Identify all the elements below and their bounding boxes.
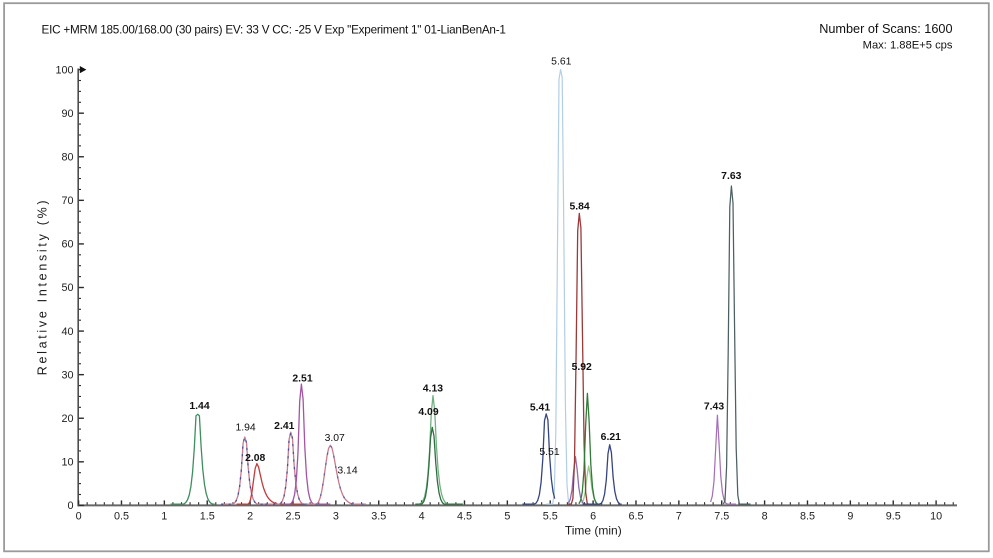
svg-text:70: 70	[61, 195, 73, 207]
svg-text:1.94: 1.94	[235, 423, 255, 434]
svg-text:1: 1	[161, 510, 167, 522]
svg-text:6.5: 6.5	[628, 510, 643, 522]
svg-text:60: 60	[61, 239, 73, 251]
svg-text:4.13: 4.13	[423, 384, 443, 395]
svg-text:Max: 1.88E+5 cps: Max: 1.88E+5 cps	[863, 40, 953, 52]
svg-text:5.5: 5.5	[543, 510, 558, 522]
svg-text:4.09: 4.09	[418, 407, 438, 418]
svg-text:100: 100	[55, 64, 73, 76]
svg-text:0: 0	[67, 500, 73, 512]
svg-text:Relative Intensity (%): Relative Intensity (%)	[36, 198, 50, 376]
svg-text:50: 50	[61, 282, 73, 294]
svg-text:3.5: 3.5	[371, 510, 386, 522]
svg-text:5: 5	[504, 510, 510, 522]
svg-text:7: 7	[676, 510, 682, 522]
svg-text:30: 30	[61, 369, 73, 381]
svg-text:1.44: 1.44	[189, 401, 209, 412]
svg-text:1.5: 1.5	[200, 510, 215, 522]
svg-text:6: 6	[590, 510, 596, 522]
svg-text:10: 10	[61, 457, 73, 469]
svg-text:2.08: 2.08	[245, 453, 265, 464]
svg-text:90: 90	[61, 108, 73, 120]
svg-text:3: 3	[333, 510, 339, 522]
svg-text:2.5: 2.5	[285, 510, 300, 522]
svg-text:7.63: 7.63	[721, 171, 741, 182]
svg-text:2: 2	[247, 510, 253, 522]
svg-text:2.41: 2.41	[274, 421, 294, 432]
svg-text:40: 40	[61, 326, 73, 338]
svg-text:Time (min): Time (min)	[565, 523, 622, 537]
svg-text:4: 4	[419, 510, 425, 522]
svg-text:Number of Scans: 1600: Number of Scans: 1600	[819, 22, 952, 36]
svg-text:80: 80	[61, 152, 73, 164]
svg-text:6.21: 6.21	[601, 432, 621, 443]
svg-text:8: 8	[762, 510, 768, 522]
svg-text:10: 10	[930, 510, 942, 522]
svg-text:EIC +MRM 185.00/168.00 (30 pai: EIC +MRM 185.00/168.00 (30 pairs) EV: 33…	[42, 24, 506, 37]
svg-text:5.92: 5.92	[572, 362, 592, 373]
svg-text:5.61: 5.61	[551, 57, 571, 68]
svg-text:9.5: 9.5	[886, 510, 901, 522]
svg-text:5.41: 5.41	[530, 403, 550, 414]
svg-text:3.07: 3.07	[325, 433, 345, 444]
svg-text:7.43: 7.43	[704, 401, 724, 412]
svg-text:0.5: 0.5	[114, 510, 129, 522]
svg-text:0: 0	[76, 510, 82, 522]
svg-text:9: 9	[847, 510, 853, 522]
svg-text:7.5: 7.5	[714, 510, 729, 522]
svg-text:5.84: 5.84	[569, 202, 589, 213]
svg-text:8.5: 8.5	[800, 510, 815, 522]
svg-text:5.51: 5.51	[539, 447, 559, 458]
svg-text:3.14: 3.14	[337, 466, 357, 477]
svg-text:20: 20	[61, 413, 73, 425]
svg-text:4.5: 4.5	[457, 510, 472, 522]
svg-text:2.51: 2.51	[292, 373, 312, 384]
